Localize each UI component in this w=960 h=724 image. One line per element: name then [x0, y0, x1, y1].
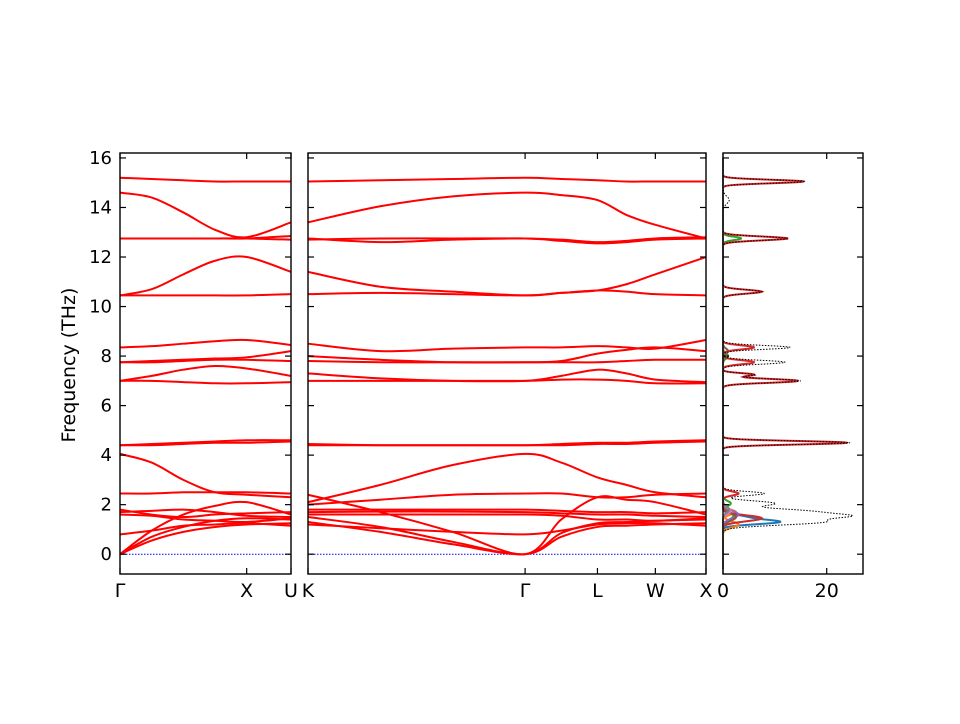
x-tick-label: W — [646, 580, 665, 602]
y-tick-label: 0 — [101, 544, 112, 565]
phonon-band — [119, 358, 292, 364]
dos-frame — [722, 152, 864, 575]
phonon-band — [307, 176, 707, 183]
phonon-band — [307, 440, 707, 447]
y-tick-label: 8 — [101, 346, 112, 367]
phonon-band — [119, 255, 292, 297]
phonon-band — [119, 508, 292, 519]
x-tick-label: Γ — [520, 580, 531, 602]
phonon-band — [119, 379, 292, 385]
phonon-band — [307, 237, 707, 245]
phonon-band — [119, 517, 292, 556]
phonon-band — [119, 440, 292, 447]
dos-panel: 0 20 — [717, 152, 864, 602]
phonon-band — [307, 256, 707, 297]
phonon-band — [119, 439, 292, 447]
phonon-band — [119, 500, 292, 555]
phonon-band — [307, 520, 707, 556]
phonon-band — [308, 508, 707, 515]
phonon-band — [119, 176, 292, 183]
y-tick-label: 4 — [101, 445, 112, 466]
y-tick-label: 6 — [101, 396, 112, 417]
x-tick-label: X — [699, 580, 712, 602]
total-dos-curve — [722, 157, 854, 570]
phonon-band — [307, 368, 707, 384]
x-tick-label: X — [240, 580, 253, 602]
phonon-band — [119, 364, 292, 382]
y-tick-label: 16 — [89, 148, 112, 169]
panel-frame — [307, 152, 707, 575]
x-tick-label: K — [302, 580, 315, 602]
phonon-band — [119, 508, 292, 519]
x-tick-label: L — [592, 580, 603, 602]
phonon-band — [307, 513, 707, 522]
phonon-band — [119, 191, 292, 239]
phonon-band — [307, 510, 707, 519]
y-axis-label: Frequency (THz) — [58, 288, 80, 443]
phonon-band — [307, 493, 707, 556]
phonon-band — [119, 513, 292, 524]
dos-x-tick-label: 0 — [717, 580, 729, 602]
phonon-band — [307, 452, 707, 504]
phonon-band — [120, 293, 292, 297]
phonon-band — [119, 491, 292, 495]
y-tick-label: 12 — [89, 247, 112, 268]
phonon-band — [307, 191, 707, 240]
phonon-band — [307, 236, 707, 244]
x-tick-label: Γ — [115, 580, 126, 602]
x-tick-label: U — [284, 580, 298, 602]
dos-x-tick-label: 20 — [815, 580, 839, 602]
panel-frame — [119, 152, 292, 575]
phonon-band — [307, 521, 707, 536]
y-tick-label: 14 — [89, 197, 112, 218]
phonon-band — [307, 338, 707, 353]
phonon-band — [119, 452, 292, 499]
phonon-band — [308, 378, 707, 385]
phonon-band — [119, 338, 292, 349]
phonon-band — [119, 350, 292, 364]
phonon-band — [119, 522, 292, 536]
band-panel-gamma-x-u: 0 2 4 6 8 10 12 14 16 Γ X U — [89, 148, 298, 602]
y-tick-label: 10 — [89, 297, 112, 318]
y-tick-label: 2 — [101, 495, 112, 516]
phonon-band — [307, 346, 707, 364]
phonon-band — [119, 234, 292, 240]
phonon-band — [307, 492, 707, 506]
